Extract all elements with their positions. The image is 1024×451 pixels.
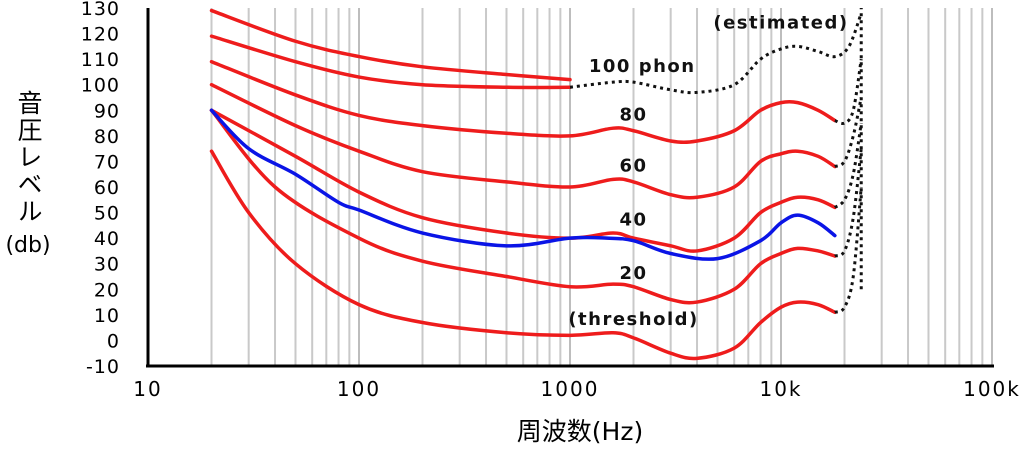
series-line-unlabeled-14 (209, 108, 837, 261)
grid (210, 8, 993, 366)
y-tick-label: 110 (81, 49, 120, 71)
y-tick-label: 20 (94, 279, 120, 301)
y-axis-unit: (db) (5, 233, 51, 258)
annotations: (estimated) 100 phon 80 60 40 20 (threshold) (568, 12, 848, 330)
annotation-label: (threshold) (568, 309, 698, 330)
x-tick-label: 100 (337, 377, 381, 401)
annotation-label: 20 (619, 263, 647, 284)
y-tick-label: -10 (86, 356, 120, 378)
x-tick-labels: 10 100 1000 10k 100k (133, 377, 1021, 401)
x-tick-label: 10 (133, 377, 162, 401)
y-tick-labels: -10 0 10 20 30 40 50 60 70 80 90 100 110 120 130 (81, 0, 120, 378)
y-tick-label: 120 (81, 24, 120, 46)
series-line-100-phon-estimated- (569, 12, 863, 95)
series-line-80 (209, 59, 837, 144)
x-axis-title: 周波数(Hz) (517, 417, 643, 446)
series-line-100-phon (209, 34, 572, 90)
y-tick-label: 100 (81, 75, 120, 97)
annotation-label: 60 (619, 156, 647, 177)
y-tick-label: 70 (94, 151, 120, 173)
y-tick-label: 40 (94, 228, 120, 250)
series-line-unlabeled-11 (834, 148, 863, 258)
annotation-label: 100 phon (589, 56, 696, 77)
y-tick-label: 60 (94, 177, 120, 199)
series-line-unlabeled-12 (834, 186, 863, 314)
y-tick-label: 130 (81, 0, 120, 20)
y-axis-title-text: 音圧レベル (14, 90, 43, 225)
series-line--threshold- (209, 149, 837, 361)
y-tick-label: 30 (94, 254, 120, 276)
series-line-40 (209, 108, 837, 253)
annotation-label: 40 (619, 209, 647, 230)
y-tick-label: 90 (94, 100, 120, 122)
y-tick-label: 80 (94, 126, 120, 148)
series-line-20 (209, 108, 837, 305)
axes (146, 8, 994, 368)
annotation-label: (estimated) (713, 12, 848, 33)
x-tick-label: 10k (759, 377, 802, 401)
series-group (209, 8, 863, 361)
series-line-unlabeled-10 (833, 122, 863, 209)
x-tick-label: 100k (963, 377, 1021, 401)
annotation-label: 80 (619, 105, 647, 126)
y-tick-label: 0 (107, 330, 120, 352)
series-line-60 (209, 82, 837, 200)
y-axis-title: 音圧レベル (db) (5, 90, 50, 263)
series-line-unlabeled-8 (834, 58, 863, 125)
series-line-unlabeled-7 (209, 8, 572, 82)
x-tick-label: 1000 (541, 377, 600, 401)
y-tick-label: 50 (94, 203, 120, 225)
series-line-unlabeled-9 (834, 97, 863, 168)
y-tick-label: 10 (94, 305, 120, 327)
